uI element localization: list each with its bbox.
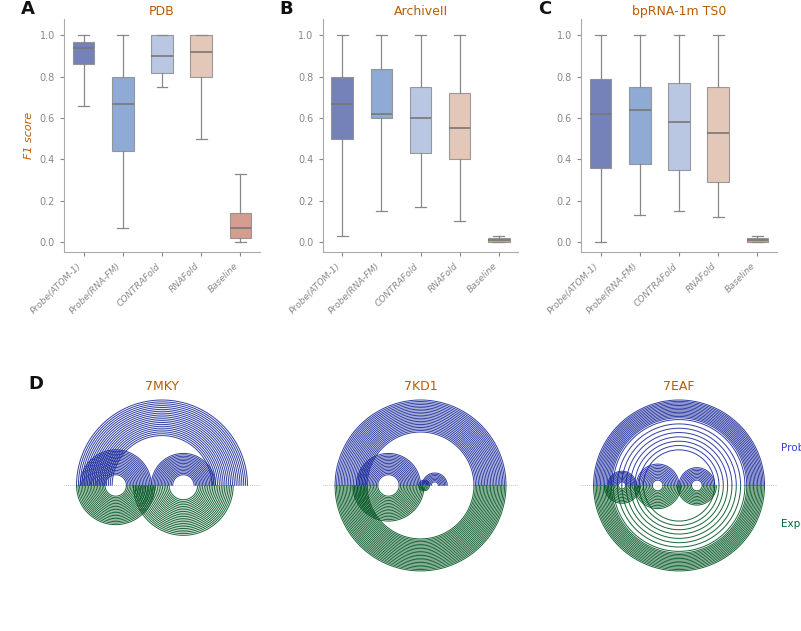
Text: Experimental: Experimental bbox=[781, 519, 801, 529]
PathPatch shape bbox=[488, 238, 509, 242]
Text: B: B bbox=[280, 0, 293, 18]
PathPatch shape bbox=[151, 35, 173, 73]
Title: 7KD1: 7KD1 bbox=[404, 380, 437, 393]
Text: D: D bbox=[29, 375, 44, 392]
PathPatch shape bbox=[73, 42, 95, 64]
PathPatch shape bbox=[371, 69, 392, 118]
Text: Probe(ATOM-1): Probe(ATOM-1) bbox=[781, 442, 801, 452]
Title: bpRNA-1m TS0: bpRNA-1m TS0 bbox=[632, 5, 727, 18]
PathPatch shape bbox=[230, 213, 252, 238]
Text: C: C bbox=[538, 0, 551, 18]
PathPatch shape bbox=[449, 93, 470, 160]
Y-axis label: F1 score: F1 score bbox=[24, 112, 34, 159]
Title: PDB: PDB bbox=[149, 5, 175, 18]
Title: 7EAF: 7EAF bbox=[663, 380, 694, 393]
PathPatch shape bbox=[112, 77, 134, 151]
PathPatch shape bbox=[332, 77, 353, 139]
PathPatch shape bbox=[590, 79, 611, 168]
Text: A: A bbox=[21, 0, 35, 18]
PathPatch shape bbox=[747, 238, 768, 242]
PathPatch shape bbox=[668, 83, 690, 170]
PathPatch shape bbox=[410, 87, 431, 153]
PathPatch shape bbox=[707, 87, 729, 182]
Title: 7MKY: 7MKY bbox=[145, 380, 179, 393]
PathPatch shape bbox=[629, 87, 650, 163]
PathPatch shape bbox=[191, 35, 212, 77]
Title: ArchiveII: ArchiveII bbox=[393, 5, 448, 18]
